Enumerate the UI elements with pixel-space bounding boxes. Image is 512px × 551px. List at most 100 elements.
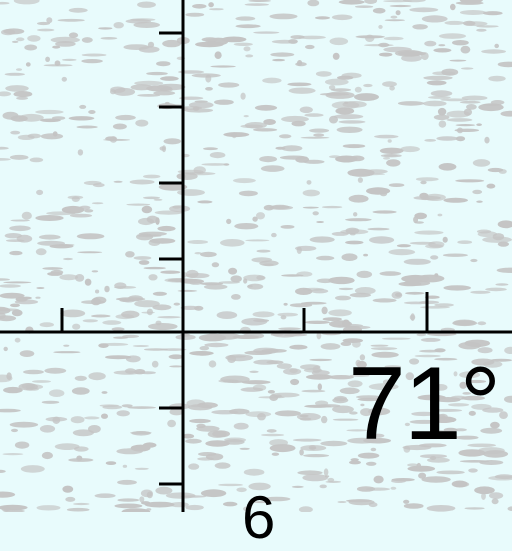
ice-patch bbox=[443, 198, 468, 203]
ice-patch bbox=[143, 175, 160, 179]
ice-patch bbox=[223, 502, 237, 507]
ice-patch bbox=[177, 189, 205, 196]
ice-patch bbox=[218, 484, 243, 486]
ice-patch bbox=[339, 120, 366, 123]
ice-patch bbox=[42, 401, 60, 404]
ice-patch bbox=[463, 21, 475, 26]
ice-patch bbox=[311, 289, 328, 294]
ice-patch bbox=[205, 87, 213, 91]
ice-patch bbox=[440, 98, 468, 101]
ice-patch bbox=[303, 190, 320, 197]
ice-patch bbox=[381, 154, 402, 157]
ice-patch bbox=[77, 233, 105, 239]
ice-patch bbox=[212, 430, 230, 437]
ice-patch bbox=[204, 343, 228, 347]
ice-patch bbox=[11, 220, 30, 222]
ice-patch bbox=[424, 194, 446, 201]
ice-patch bbox=[272, 453, 279, 456]
ice-patch bbox=[244, 469, 265, 476]
ice-patch bbox=[405, 292, 425, 295]
ice-patch bbox=[218, 82, 239, 87]
ice-patch bbox=[292, 486, 304, 488]
ice-patch bbox=[281, 116, 309, 122]
ice-patch bbox=[56, 217, 62, 219]
ice-patch bbox=[195, 42, 224, 48]
ice-patch bbox=[106, 461, 117, 465]
ice-patch bbox=[357, 486, 375, 492]
partial-map-label: 6 bbox=[242, 488, 275, 548]
ice-patch bbox=[46, 417, 68, 422]
ice-patch bbox=[353, 212, 357, 216]
ice-patch bbox=[389, 183, 405, 187]
ice-patch bbox=[300, 107, 313, 114]
ice-patch bbox=[301, 302, 327, 305]
ice-patch bbox=[270, 52, 294, 56]
ice-patch bbox=[383, 157, 390, 160]
ice-patch bbox=[313, 133, 324, 136]
ice-patch bbox=[233, 178, 256, 183]
ice-patch bbox=[143, 197, 160, 200]
ice-patch bbox=[162, 40, 181, 47]
ice-patch bbox=[139, 260, 150, 265]
ice-patch bbox=[342, 320, 350, 328]
ice-patch bbox=[358, 177, 363, 183]
ice-patch bbox=[245, 3, 269, 6]
ice-patch bbox=[249, 371, 258, 373]
ice-patch bbox=[304, 405, 331, 408]
ice-patch bbox=[355, 5, 373, 8]
ice-patch bbox=[323, 317, 342, 321]
ice-patch bbox=[21, 465, 45, 473]
ice-patch bbox=[251, 257, 272, 262]
ice-patch bbox=[355, 87, 362, 93]
ice-patch bbox=[299, 449, 304, 455]
ice-patch bbox=[383, 47, 411, 53]
ice-patch bbox=[262, 264, 273, 266]
ice-patch bbox=[488, 76, 505, 82]
ice-patch bbox=[93, 183, 105, 187]
ice-patch bbox=[412, 24, 428, 29]
ice-patch bbox=[255, 105, 277, 111]
ice-patch bbox=[487, 184, 496, 189]
ice-patch bbox=[144, 267, 166, 269]
ice-patch bbox=[28, 134, 41, 139]
ice-patch bbox=[11, 429, 18, 432]
ice-patch bbox=[15, 338, 21, 343]
ice-patch bbox=[236, 24, 261, 28]
ice-patch bbox=[477, 230, 491, 234]
ice-patch bbox=[72, 387, 90, 395]
ice-patch bbox=[309, 129, 329, 133]
ice-patch bbox=[309, 359, 332, 361]
ice-patch bbox=[258, 396, 285, 398]
ice-patch bbox=[272, 59, 285, 61]
ice-patch bbox=[277, 363, 292, 369]
ice-patch bbox=[177, 174, 186, 180]
ice-patch bbox=[346, 499, 372, 502]
ice-patch bbox=[240, 448, 250, 450]
ice-patch bbox=[470, 291, 490, 294]
ice-patch bbox=[261, 165, 285, 172]
ice-patch bbox=[267, 429, 277, 433]
ice-patch bbox=[69, 116, 95, 120]
ice-patch bbox=[339, 288, 353, 290]
ice-patch bbox=[329, 85, 335, 90]
ice-patch bbox=[103, 139, 130, 141]
ice-patch bbox=[102, 320, 121, 325]
ice-patch bbox=[217, 311, 238, 319]
ice-patch bbox=[203, 147, 218, 150]
ice-patch bbox=[302, 474, 328, 481]
ice-patch bbox=[337, 76, 353, 80]
ice-patch bbox=[212, 262, 219, 267]
ice-patch bbox=[36, 248, 47, 255]
ice-patch bbox=[215, 462, 231, 468]
ice-patch bbox=[279, 134, 291, 138]
ice-patch bbox=[318, 383, 322, 390]
ice-patch bbox=[243, 333, 264, 339]
ice-patch bbox=[6, 372, 11, 380]
ice-patch bbox=[91, 315, 111, 318]
ice-patch bbox=[382, 338, 411, 340]
ice-patch bbox=[407, 463, 418, 466]
ice-patch bbox=[189, 419, 211, 423]
ice-patch bbox=[192, 73, 221, 77]
ice-patch bbox=[297, 247, 302, 254]
ice-patch bbox=[44, 368, 66, 374]
